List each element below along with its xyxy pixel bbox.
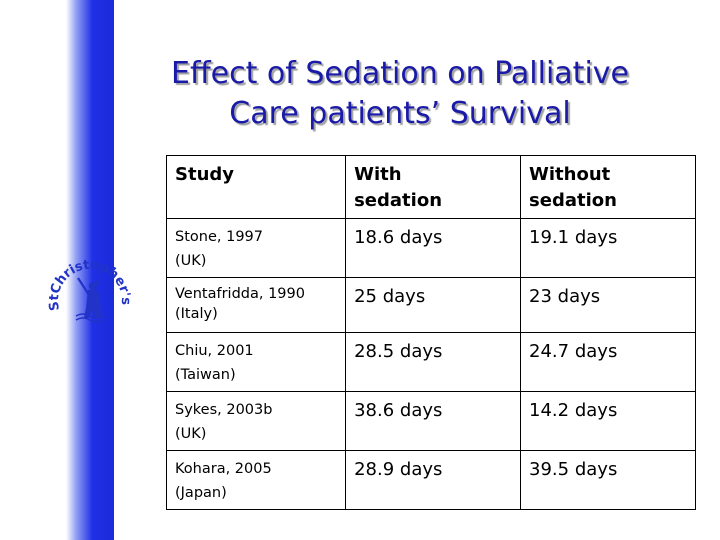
table-row: Chiu, 2001 (Taiwan) 28.5 days 24.7 days [165, 332, 696, 392]
table-header-row: Study With sedation Without sedation [165, 155, 696, 219]
study-region: (Japan) [175, 485, 227, 501]
study-region: (UK) [175, 253, 207, 269]
title-line-1: Effect of Sedation on Palliative [171, 56, 629, 91]
without-sedation-value: 39.5 days [520, 450, 696, 510]
table-row: Ventafridda, 1990 (Italy) 25 days 23 day… [165, 277, 696, 333]
with-sedation-value: 28.5 days [345, 332, 522, 392]
study-region: (Taiwan) [175, 367, 236, 383]
with-sedation-value: 38.6 days [345, 391, 522, 451]
study-name: Stone, 1997 [175, 229, 263, 245]
sedation-survival-table: Study With sedation Without sedation Sto… [165, 155, 696, 510]
study-name: Kohara, 2005 [175, 461, 272, 477]
with-sedation-value: 25 days [345, 277, 522, 333]
study-name: Ventafridda, 1990 [175, 286, 305, 302]
with-sedation-value: 18.6 days [345, 218, 522, 278]
table-row: Stone, 1997 (UK) 18.6 days 19.1 days [165, 218, 696, 278]
without-sedation-value: 19.1 days [520, 218, 696, 278]
title-line-2: Care patients’ Survival [229, 96, 571, 131]
study-cell: Stone, 1997 (UK) [165, 218, 347, 278]
study-region: (UK) [175, 426, 207, 442]
header-with-sedation: With sedation [345, 155, 522, 219]
study-cell: Kohara, 2005 (Japan) [165, 450, 347, 510]
side-gradient-bar [66, 0, 114, 540]
header-study: Study [165, 155, 347, 219]
study-region: (Italy) [175, 306, 218, 322]
study-name: Chiu, 2001 [175, 343, 254, 359]
study-cell: Ventafridda, 1990 (Italy) [165, 277, 347, 333]
table-row: Kohara, 2005 (Japan) 28.9 days 39.5 days [165, 450, 696, 510]
study-cell: Chiu, 2001 (Taiwan) [165, 332, 347, 392]
table-row: Sykes, 2003b (UK) 38.6 days 14.2 days [165, 391, 696, 451]
without-sedation-value: 14.2 days [520, 391, 696, 451]
without-sedation-value: 23 days [520, 277, 696, 333]
with-sedation-value: 28.9 days [345, 450, 522, 510]
without-sedation-value: 24.7 days [520, 332, 696, 392]
study-cell: Sykes, 2003b (UK) [165, 391, 347, 451]
header-without-sedation: Without sedation [520, 155, 696, 219]
slide-title: Effect of Sedation on Palliative Care pa… [120, 54, 680, 134]
study-name: Sykes, 2003b [175, 402, 273, 418]
st-christophers-logo: StChristopher's [47, 258, 133, 323]
